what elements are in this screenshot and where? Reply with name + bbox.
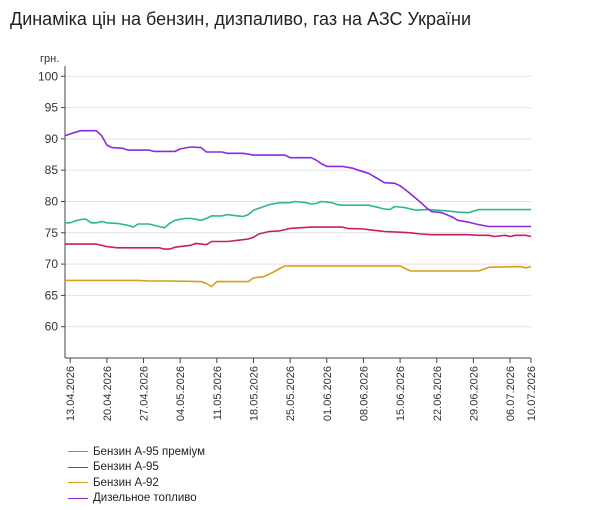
chart-legend: Бензин А-95 преміум Бензин А-95 Бензин А-9… — [68, 444, 205, 506]
legend-label: Бензин А-95 — [93, 461, 159, 474]
y-tick-label: 90 — [45, 132, 59, 146]
y-tick-label: 100 — [38, 69, 58, 83]
x-tick-label: 08.06.2026 — [358, 366, 370, 421]
y-tick-label: 70 — [45, 257, 59, 271]
x-tick-label: 04.05.2026 — [175, 366, 187, 421]
y-tick-label: 95 — [45, 101, 59, 115]
y-tick-label: 65 — [45, 288, 59, 302]
x-tick-label: 18.05.2026 — [248, 366, 260, 421]
legend-item: Бензин А-95 — [68, 460, 205, 476]
x-tick-label: 27.04.2026 — [139, 366, 151, 421]
x-tick-label: 01.06.2026 — [322, 366, 334, 421]
y-tick-label: 85 — [45, 163, 59, 177]
legend-swatch — [68, 482, 88, 484]
series-line-1 — [65, 226, 532, 250]
y-axis-label: грн. — [40, 53, 59, 65]
y-tick-label: 80 — [45, 194, 59, 208]
series-line-2 — [65, 265, 532, 288]
x-tick-label: 25.05.2026 — [285, 366, 297, 421]
x-tick-label: 06.07.2026 — [505, 366, 517, 421]
x-tick-label: 22.06.2026 — [432, 366, 444, 421]
x-tick-label: 13.04.2026 — [65, 366, 77, 421]
legend-item: Бензин А-95 преміум — [68, 444, 205, 460]
legend-swatch — [68, 451, 88, 453]
series-line-3 — [64, 129, 531, 228]
legend-item: Бензин А-92 — [68, 475, 205, 491]
x-tick-label: 15.06.2026 — [395, 366, 407, 421]
x-tick-label: 20.04.2026 — [102, 366, 114, 421]
legend-item: Дизельное топливо — [68, 491, 205, 507]
series-line-0 — [65, 200, 531, 229]
x-tick-label: 11.05.2026 — [212, 366, 224, 420]
legend-label: Бензин А-92 — [93, 476, 159, 489]
legend-label: Бензин А-95 преміум — [93, 445, 206, 458]
y-tick-label: 60 — [45, 320, 59, 334]
chart-title: Динаміка цін на бензин, дизпаливо, газ н… — [10, 9, 472, 29]
legend-swatch — [68, 466, 88, 468]
legend-label: Дизельное топливо — [93, 492, 197, 505]
x-tick-label: 10.07.2026 — [526, 366, 538, 421]
legend-swatch — [68, 497, 88, 499]
x-tick-label: 29.06.2026 — [468, 366, 480, 421]
y-tick-label: 75 — [45, 226, 59, 240]
